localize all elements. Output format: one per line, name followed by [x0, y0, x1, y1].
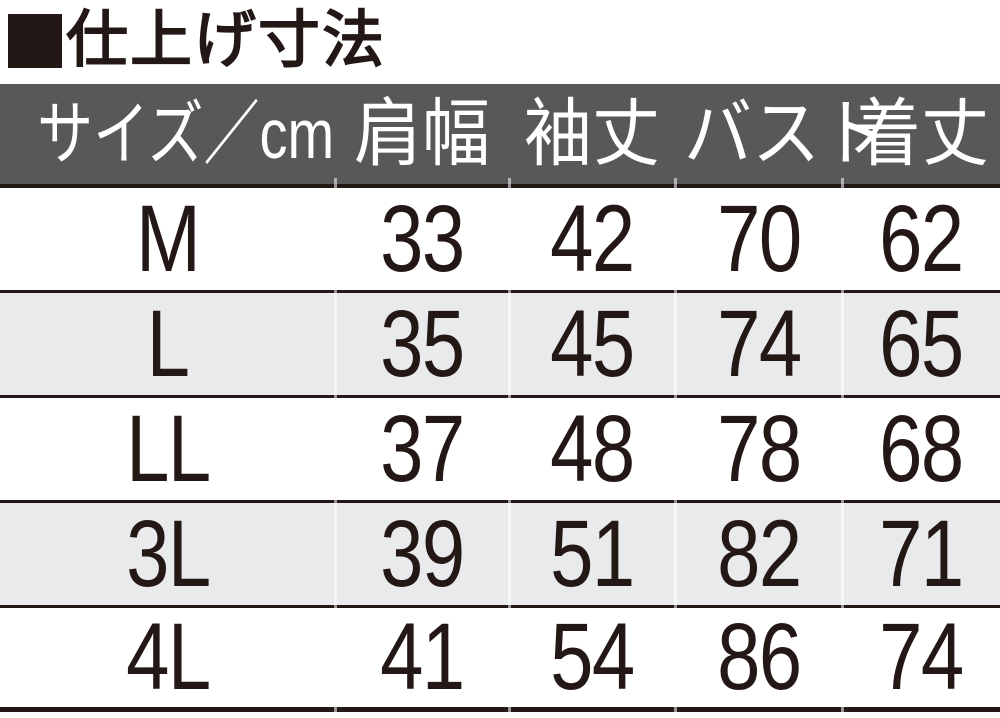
size-label: 3L	[125, 500, 211, 607]
table-row-4l: 4L 41 54 86 74	[0, 608, 1000, 712]
black-square-icon	[8, 14, 62, 68]
bust-value: 78	[716, 395, 802, 502]
length-value: 68	[879, 395, 964, 502]
sleeve-value: 48	[550, 395, 635, 502]
size-label: LL	[125, 395, 211, 502]
table-row-3l: 3L 39 51 82 71	[0, 503, 1000, 608]
length-value: 71	[879, 500, 964, 607]
length-value: 74	[879, 604, 964, 710]
length-value: 65	[879, 290, 964, 397]
table-row-l: L 35 45 74 65	[0, 293, 1000, 398]
shoulder-value: 41	[380, 604, 465, 710]
sleeve-value: 51	[550, 500, 635, 607]
table-row-m: M 33 42 70 62	[0, 188, 1000, 293]
shoulder-value: 37	[380, 395, 465, 502]
size-label: 4L	[125, 604, 211, 710]
column-header-sleeve: 袖丈	[523, 92, 661, 175]
bust-value: 70	[716, 185, 802, 292]
bust-value: 86	[716, 604, 802, 710]
page-title-text: 仕上げ寸法	[66, 6, 387, 75]
sleeve-value: 45	[550, 290, 635, 397]
table-row-ll: LL 37 48 78 68	[0, 398, 1000, 503]
sleeve-value: 54	[550, 604, 635, 710]
size-table: サイズ／cm 肩幅 袖丈 バスト 着丈 M 33 42 70 62 L 35 4…	[0, 84, 1000, 712]
column-header-length: 着丈	[852, 92, 990, 175]
length-value: 62	[879, 185, 964, 292]
column-header-shoulder: 肩幅	[353, 92, 491, 175]
sleeve-value: 42	[550, 185, 635, 292]
page-title: 仕上げ寸法	[0, 0, 1000, 78]
column-header-size: サイズ／cm	[37, 95, 335, 173]
shoulder-value: 33	[380, 185, 465, 292]
bust-value: 82	[716, 500, 802, 607]
shoulder-value: 35	[380, 290, 465, 397]
bust-value: 74	[716, 290, 802, 397]
size-label: M	[135, 185, 201, 292]
column-header-bust: バスト	[683, 92, 889, 175]
size-label: L	[146, 290, 190, 397]
table-header-row: サイズ／cm 肩幅 袖丈 バスト 着丈	[0, 84, 1000, 188]
shoulder-value: 39	[380, 500, 465, 607]
